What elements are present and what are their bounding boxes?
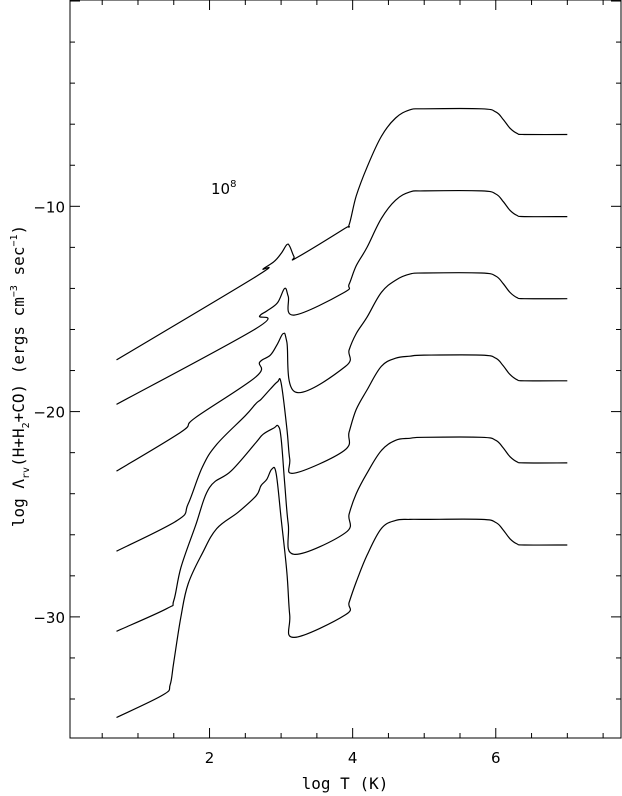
y-tick-label: −30 [33,609,65,627]
density-annotation: 108 [211,179,236,198]
y-axis-title-mid2: +CO) (ergs cm [9,297,28,422]
y-tick-label: −20 [33,404,65,422]
y-axis-title-sub2: 2 [21,422,32,428]
x-tick-label: 6 [491,749,501,767]
x-ticks [101,0,604,738]
y-tick-label: −10 [33,198,65,216]
x-tick-labels: 2 4 6 [205,749,501,767]
y-axis-title-sup1: −3 [9,285,20,297]
series-line-1 [116,107,568,361]
y-axis-title-post: ) [9,225,28,235]
series-line-5 [116,424,568,632]
annotation-base: 10 [211,180,230,198]
y-tick-labels: −10 −20 −30 [33,198,65,627]
y-axis-title-mid1: (H+H [9,428,28,467]
y-axis-title-mid3: sec [9,247,28,286]
y-axis-title-sub1: rv [21,467,32,479]
y-ticks [70,0,621,700]
series-line-4 [116,354,568,552]
annotation-exponent: 8 [230,179,236,190]
x-tick-label: 2 [205,749,215,767]
x-axis-title: log T (K) [302,774,389,793]
y-axis-title-sup2: −1 [9,235,20,247]
y-axis-title-pre: log Λ [9,479,28,528]
series-line-6 [116,466,568,719]
curves [116,107,568,719]
x-tick-label: 4 [348,749,358,767]
series-line-3 [116,272,568,472]
y-axis-title: log Λrv(H+H2+CO) (ergs cm−3 sec−1) [9,225,32,527]
plot-frame [69,0,622,739]
series-line-2 [116,190,568,405]
